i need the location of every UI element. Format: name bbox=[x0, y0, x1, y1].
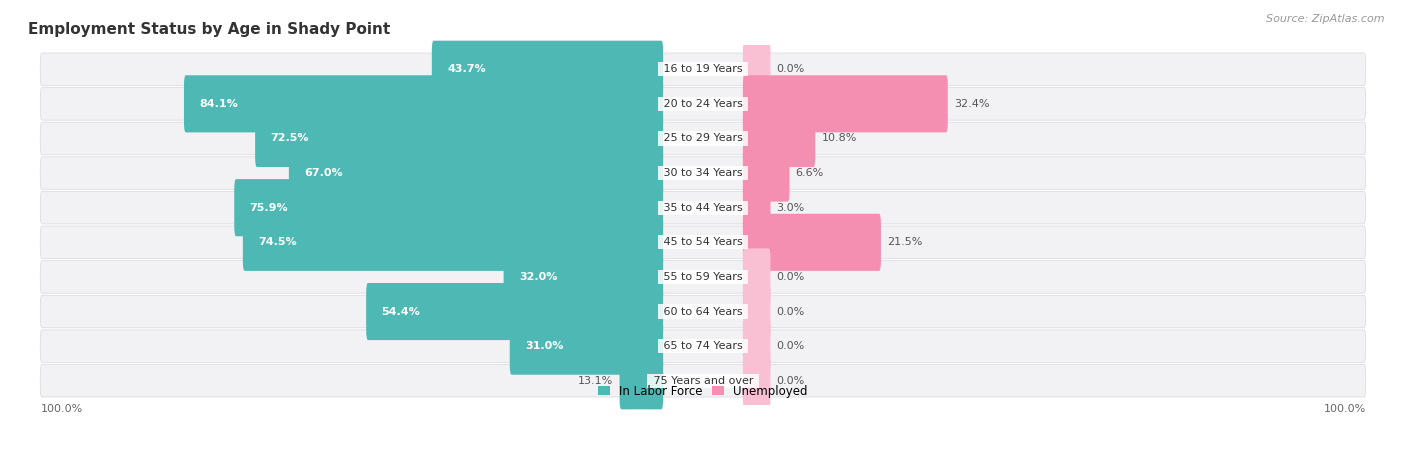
Text: 21.5%: 21.5% bbox=[887, 237, 922, 248]
Text: 16 to 19 Years: 16 to 19 Years bbox=[659, 64, 747, 74]
FancyBboxPatch shape bbox=[742, 248, 770, 306]
Text: 0.0%: 0.0% bbox=[776, 306, 804, 316]
Text: 0.0%: 0.0% bbox=[776, 376, 804, 386]
FancyBboxPatch shape bbox=[510, 318, 664, 375]
Text: 35 to 44 Years: 35 to 44 Years bbox=[659, 202, 747, 213]
Text: 75 Years and over: 75 Years and over bbox=[650, 376, 756, 386]
FancyBboxPatch shape bbox=[41, 53, 1365, 86]
Text: 30 to 34 Years: 30 to 34 Years bbox=[659, 168, 747, 178]
Text: 75.9%: 75.9% bbox=[250, 202, 288, 213]
Text: 45 to 54 Years: 45 to 54 Years bbox=[659, 237, 747, 248]
Text: 0.0%: 0.0% bbox=[776, 64, 804, 74]
Text: 43.7%: 43.7% bbox=[447, 64, 486, 74]
FancyBboxPatch shape bbox=[41, 330, 1365, 362]
FancyBboxPatch shape bbox=[41, 88, 1365, 120]
FancyBboxPatch shape bbox=[432, 40, 664, 98]
FancyBboxPatch shape bbox=[41, 295, 1365, 328]
Text: Source: ZipAtlas.com: Source: ZipAtlas.com bbox=[1267, 14, 1385, 23]
FancyBboxPatch shape bbox=[288, 144, 664, 202]
FancyBboxPatch shape bbox=[243, 214, 664, 271]
FancyBboxPatch shape bbox=[742, 144, 790, 202]
FancyBboxPatch shape bbox=[742, 110, 815, 167]
FancyBboxPatch shape bbox=[41, 226, 1365, 259]
Text: 72.5%: 72.5% bbox=[270, 134, 309, 144]
Text: 31.0%: 31.0% bbox=[524, 341, 564, 351]
FancyBboxPatch shape bbox=[620, 352, 664, 410]
Text: 10.8%: 10.8% bbox=[821, 134, 856, 144]
Text: 65 to 74 Years: 65 to 74 Years bbox=[659, 341, 747, 351]
FancyBboxPatch shape bbox=[235, 179, 664, 236]
FancyBboxPatch shape bbox=[41, 157, 1365, 189]
Text: 100.0%: 100.0% bbox=[1323, 404, 1365, 414]
Text: 60 to 64 Years: 60 to 64 Years bbox=[659, 306, 747, 316]
Text: 100.0%: 100.0% bbox=[41, 404, 83, 414]
FancyBboxPatch shape bbox=[41, 364, 1365, 397]
Text: 32.0%: 32.0% bbox=[519, 272, 557, 282]
FancyBboxPatch shape bbox=[503, 248, 664, 306]
FancyBboxPatch shape bbox=[184, 75, 664, 132]
FancyBboxPatch shape bbox=[742, 318, 770, 375]
Text: 32.4%: 32.4% bbox=[953, 99, 990, 109]
Text: 0.0%: 0.0% bbox=[776, 272, 804, 282]
Text: 6.6%: 6.6% bbox=[796, 168, 824, 178]
FancyBboxPatch shape bbox=[254, 110, 664, 167]
FancyBboxPatch shape bbox=[742, 283, 770, 340]
FancyBboxPatch shape bbox=[742, 40, 770, 98]
Text: 25 to 29 Years: 25 to 29 Years bbox=[659, 134, 747, 144]
FancyBboxPatch shape bbox=[41, 261, 1365, 293]
FancyBboxPatch shape bbox=[742, 179, 770, 236]
Text: 54.4%: 54.4% bbox=[381, 306, 420, 316]
Text: 84.1%: 84.1% bbox=[200, 99, 238, 109]
FancyBboxPatch shape bbox=[41, 191, 1365, 224]
FancyBboxPatch shape bbox=[742, 75, 948, 132]
Text: 67.0%: 67.0% bbox=[304, 168, 343, 178]
FancyBboxPatch shape bbox=[41, 122, 1365, 155]
FancyBboxPatch shape bbox=[366, 283, 664, 340]
FancyBboxPatch shape bbox=[742, 214, 882, 271]
FancyBboxPatch shape bbox=[742, 352, 770, 410]
Text: 0.0%: 0.0% bbox=[776, 341, 804, 351]
Text: 3.0%: 3.0% bbox=[776, 202, 804, 213]
Text: 74.5%: 74.5% bbox=[259, 237, 297, 248]
Text: 13.1%: 13.1% bbox=[578, 376, 613, 386]
Text: 20 to 24 Years: 20 to 24 Years bbox=[659, 99, 747, 109]
Text: 55 to 59 Years: 55 to 59 Years bbox=[659, 272, 747, 282]
Legend: In Labor Force, Unemployed: In Labor Force, Unemployed bbox=[593, 380, 813, 403]
Text: Employment Status by Age in Shady Point: Employment Status by Age in Shady Point bbox=[28, 22, 391, 37]
